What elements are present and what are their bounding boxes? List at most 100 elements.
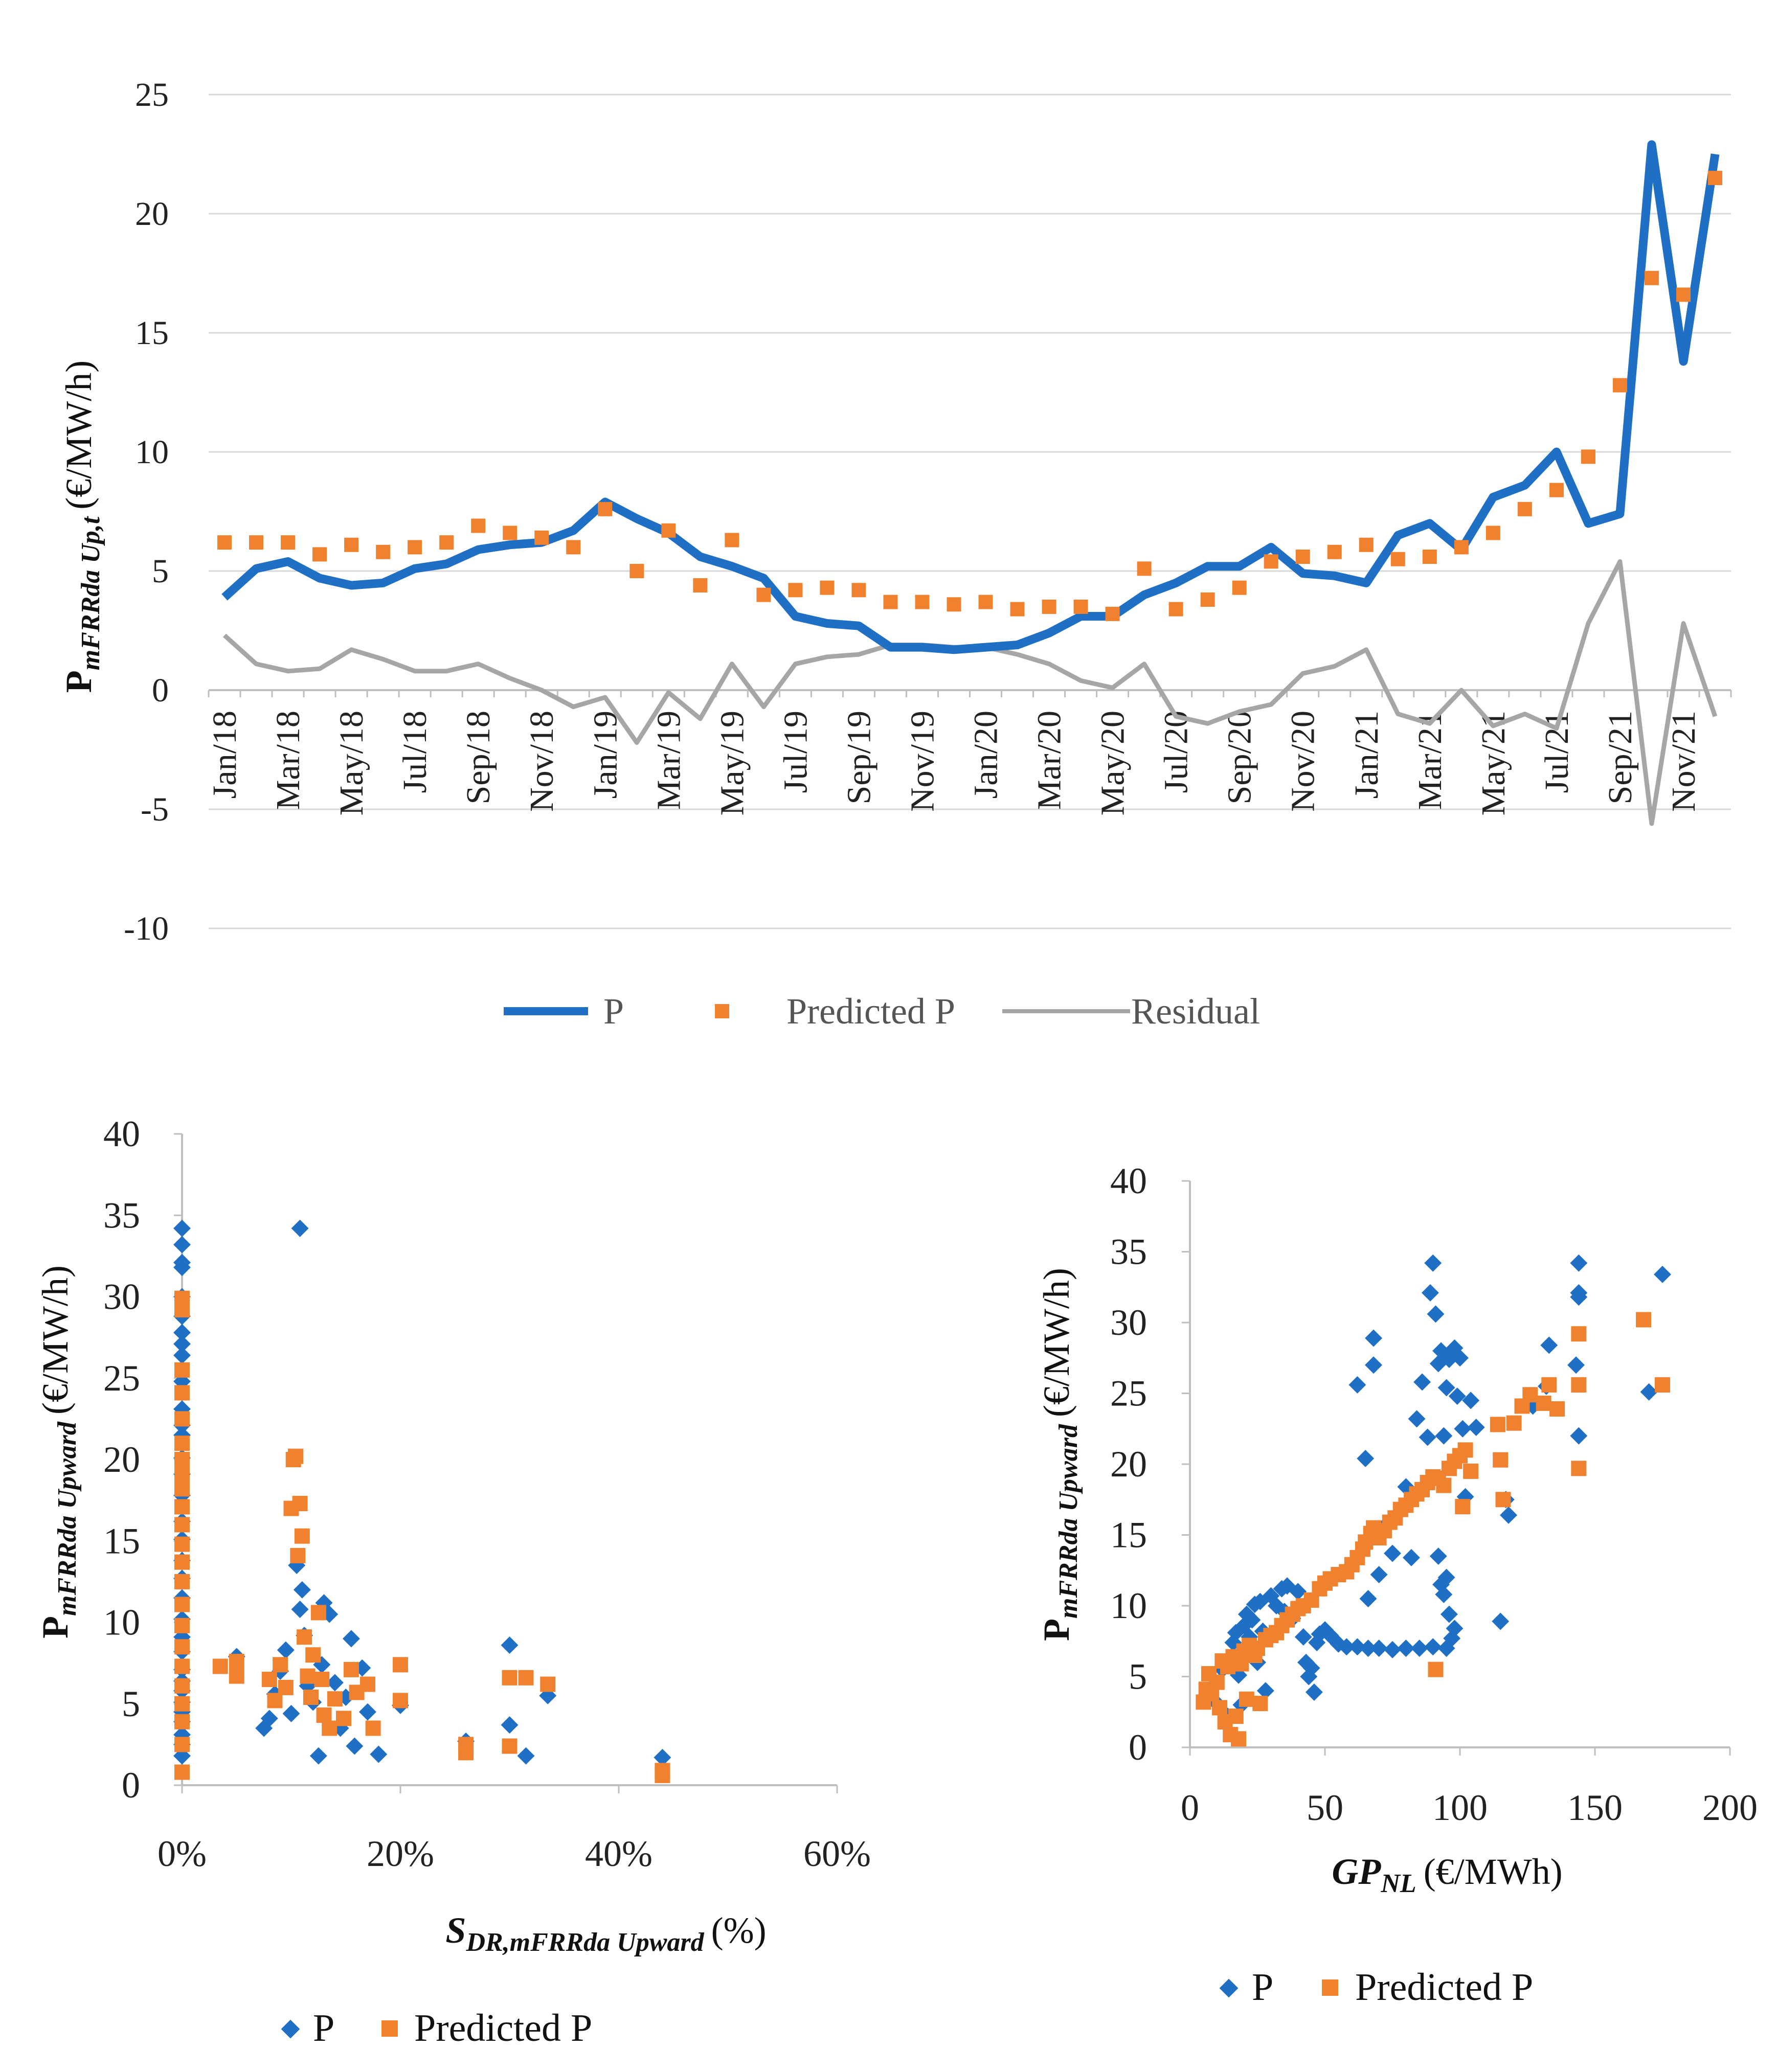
x-tick-label: May/20 [1094,711,1132,815]
predicted-point [1707,171,1722,186]
x-axis-label-main: S [445,1910,466,1951]
y-tick-label: 30 [103,1277,140,1317]
predicted-point [229,1668,244,1684]
predicted-point [217,535,232,550]
predicted-point [1252,1696,1268,1712]
predicted-point [174,1452,190,1467]
p-point [1348,1376,1366,1394]
p-point [1654,1265,1671,1283]
scatter-chart-gas-price: 0 5 10 15 20 25 30 35 40 0 50 100 150 200 PmFRRda Up… [1036,1160,1758,2009]
predicted-point [1228,1709,1244,1724]
predicted-point [1581,449,1595,464]
predicted-point [174,1618,190,1633]
predicted-point [1428,1661,1444,1677]
predicted-point [174,1554,190,1570]
predicted-point [393,1657,408,1673]
p-point [654,1748,671,1766]
predicted-point [1454,540,1469,555]
predicted-point [261,1671,277,1687]
p-point [173,1219,191,1237]
p-point [1570,1427,1588,1445]
y-tick-label: 0 [122,1765,140,1806]
predicted-point [1517,502,1532,516]
predicted-point [281,535,296,550]
predicted-point [312,547,327,562]
predicted-point [1209,1674,1225,1690]
p-point [1440,1605,1458,1623]
predicted-point [335,1711,351,1726]
predicted-point [1549,483,1564,497]
y-tick-label: 0 [152,672,169,709]
y-tick-label: 15 [1110,1515,1147,1556]
predicted-point [316,1707,332,1723]
predicted-point [1536,1395,1551,1411]
predicted-point [1010,602,1025,617]
predicted-point [174,1696,190,1712]
predicted-point [174,1436,190,1451]
x-tick-label: 150 [1567,1787,1623,1828]
predicted-point [756,587,771,602]
p-point [1570,1254,1588,1272]
predicted-point [305,1647,321,1663]
series-line-p [221,140,1720,654]
predicted-point [1073,599,1088,614]
x-axis-label-sub: NL [1380,1869,1416,1898]
predicted-point [1359,537,1374,552]
legend-top: P Predicted P Residual [504,991,1260,1032]
x-axis-label: GPNL (€/MWh) [1332,1851,1562,1898]
p-point [1397,1640,1415,1657]
x-tick-label: Mar/21 [1411,711,1449,810]
predicted-point [1522,1387,1538,1403]
y-tick-label: 0 [1129,1727,1147,1768]
p-point [1256,1682,1274,1700]
predicted-point [174,1481,190,1497]
p-point [1365,1329,1383,1347]
y-axis-label: PmFRRda Upward (€/MW/h) [35,1265,82,1638]
predicted-point [820,580,835,595]
predicted-point [174,1302,190,1317]
p-point [1384,1544,1401,1562]
predicted-point [1541,1377,1557,1393]
p-point [1357,1449,1375,1467]
predicted-point [310,1605,326,1621]
y-axis-label-sub: mFRRda Upward [1054,1424,1083,1619]
p-point [1437,1568,1455,1586]
p-point [1413,1373,1431,1391]
predicted-point [661,523,676,538]
legend-bottom-left: P Predicted P [281,2007,592,2050]
predicted-point [1422,550,1437,564]
predicted-point [314,1671,330,1687]
predicted-point [1506,1415,1522,1431]
predicted-point [1636,1312,1652,1328]
predicted-point [1168,602,1183,617]
predicted-point [343,1661,359,1677]
y-tick-label: 20 [1110,1444,1147,1485]
predicted-point [1264,554,1278,569]
predicted-point [978,595,993,609]
x-tick-label: Jan/21 [1348,711,1385,799]
x-tick-label: 0% [158,1833,207,1874]
predicted-point [1105,606,1120,621]
predicted-point [1549,1401,1565,1417]
y-tick-label: 35 [103,1195,140,1236]
predicted-point [292,1495,308,1511]
predicted-point [629,564,644,578]
predicted-point [174,1658,190,1674]
p-point [1424,1254,1442,1272]
y-axis-label: PmFRRda Up,t (€/MW/h) [58,360,105,693]
x-tick-label: Sep/21 [1602,711,1639,804]
predicted-point [1200,592,1215,607]
y-tick-label: 15 [103,1520,140,1561]
predicted-point [655,1767,670,1783]
p-point [1640,1383,1658,1401]
p-point [1492,1612,1510,1630]
p-point [1462,1392,1480,1409]
predicted-point [1495,1492,1511,1508]
y-tick-label: 25 [1110,1373,1147,1414]
p-point [1408,1410,1426,1428]
predicted-point [458,1737,474,1752]
predicted-point [883,595,898,609]
legend-p-label: P [603,991,624,1032]
legend-bottom-right: P Predicted P [1219,1966,1533,2009]
predicted-point [471,518,486,533]
